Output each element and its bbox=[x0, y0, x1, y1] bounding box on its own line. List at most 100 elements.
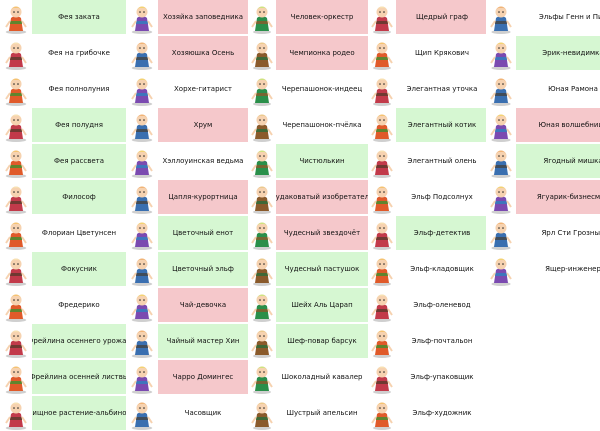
character-name: Хорхе-гитарист bbox=[158, 72, 248, 107]
character-name: Эльф-оленевод bbox=[396, 288, 488, 323]
character-cell[interactable]: Шустрый апельсин bbox=[248, 396, 368, 431]
character-cell[interactable]: Элегантная уточка bbox=[368, 72, 488, 107]
character-cell[interactable]: Чистюлькин bbox=[248, 144, 368, 179]
character-cell[interactable]: Эльф-художник bbox=[368, 396, 488, 431]
deer-icon bbox=[368, 144, 396, 179]
character-name: Фредерико bbox=[32, 288, 126, 323]
character-cell[interactable]: Черепашонок-индеец bbox=[248, 72, 368, 107]
character-cell[interactable]: Ярл Сти Грозный bbox=[486, 216, 600, 251]
character-icon bbox=[126, 0, 158, 35]
character-name: Шоколадный кавалер bbox=[276, 360, 368, 395]
character-cell[interactable]: Эльф-почтальон bbox=[368, 324, 488, 359]
character-cell[interactable]: Чемпионка родео bbox=[248, 36, 368, 71]
fairy-icon bbox=[0, 36, 32, 71]
character-cell[interactable]: Фея рассвета bbox=[0, 144, 126, 179]
character-cell[interactable]: Элегантный олень bbox=[368, 144, 488, 179]
character-cell[interactable]: Щип Крякович bbox=[368, 36, 488, 71]
character-name: Хэллоуинская ведьма bbox=[158, 144, 248, 179]
character-cell[interactable]: Чудесный звездочёт bbox=[248, 216, 368, 251]
character-name: Чудесный звездочёт bbox=[276, 216, 368, 251]
character-icon bbox=[0, 252, 32, 287]
character-cell[interactable]: Фредерико bbox=[0, 288, 126, 323]
character-name: Элегантный олень bbox=[396, 144, 488, 179]
character-cell[interactable]: Фея полнолуния bbox=[0, 72, 126, 107]
character-cell[interactable]: Флориан Цветунсен bbox=[0, 216, 126, 251]
character-icon bbox=[248, 144, 276, 179]
character-cell[interactable]: Часовщик bbox=[126, 396, 248, 431]
character-name: Хозяйка заповедника bbox=[158, 0, 248, 35]
character-cell[interactable]: Чудаковатый изобретатель bbox=[248, 180, 368, 215]
character-cell[interactable]: Чайный мастер Хин bbox=[126, 324, 248, 359]
catalog-column: Фея заката Фея на грибочке Фея полнолуни… bbox=[0, 0, 126, 431]
character-cell[interactable]: Эрик-невидимка bbox=[486, 36, 600, 71]
character-name: Фея заката bbox=[32, 0, 126, 35]
character-cell[interactable]: Фрейлина осенней листвы bbox=[0, 360, 126, 395]
character-cell[interactable]: Фея полудня bbox=[0, 108, 126, 143]
character-cell[interactable]: Ящер-инженер bbox=[486, 252, 600, 287]
character-cell[interactable]: Эльф-детектив bbox=[368, 216, 488, 251]
character-cell[interactable]: Хозяйка заповедника bbox=[126, 0, 248, 35]
character-name: Юная волшебница bbox=[516, 108, 600, 143]
character-cell[interactable]: Эльф-оленевод bbox=[368, 288, 488, 323]
character-cell[interactable]: Философ bbox=[0, 180, 126, 215]
elf-icon bbox=[126, 252, 158, 287]
character-name: Черепашонок-пчёлка bbox=[276, 108, 368, 143]
character-name: Ягодный мишка bbox=[516, 144, 600, 179]
character-cell[interactable]: Хозяюшка Осень bbox=[126, 36, 248, 71]
character-cell[interactable]: Цапля-курортница bbox=[126, 180, 248, 215]
character-name: Чарро Домингес bbox=[158, 360, 248, 395]
character-cell[interactable]: Чарро Домингес bbox=[126, 360, 248, 395]
character-name: Чудесный пастушок bbox=[276, 252, 368, 287]
character-cell[interactable]: Фрейлина осеннего урожая bbox=[0, 324, 126, 359]
character-cell[interactable]: Юная Рамона bbox=[486, 72, 600, 107]
character-icon bbox=[486, 108, 516, 143]
character-icon bbox=[248, 288, 276, 323]
character-name: Фея рассвета bbox=[32, 144, 126, 179]
character-cell[interactable]: Ягодный мишка bbox=[486, 144, 600, 179]
character-cell[interactable]: Юная волшебница bbox=[486, 108, 600, 143]
character-cell[interactable]: Фокусник bbox=[0, 252, 126, 287]
character-cell[interactable]: Элегантный котик bbox=[368, 108, 488, 143]
character-cell[interactable]: Шейх Аль Царап bbox=[248, 288, 368, 323]
character-name: Чистюлькин bbox=[276, 144, 368, 179]
character-cell[interactable]: Эльф-кладовщик bbox=[368, 252, 488, 287]
character-cell[interactable]: Хрум bbox=[126, 108, 248, 143]
character-cell[interactable]: Цветочный эльф bbox=[126, 252, 248, 287]
character-cell[interactable]: Эльф Подсолнух bbox=[368, 180, 488, 215]
turtle-icon bbox=[248, 72, 276, 107]
character-name: Элегантная уточка bbox=[396, 72, 488, 107]
character-icon bbox=[0, 216, 32, 251]
character-cell[interactable]: Эльфы Генн и Пин bbox=[486, 0, 600, 35]
character-cell[interactable]: Хищное растение-альбинос bbox=[0, 396, 126, 431]
elf-icon bbox=[368, 360, 396, 395]
character-cell[interactable]: Фея на грибочке bbox=[0, 36, 126, 71]
character-cell[interactable]: Человек-оркестр bbox=[248, 0, 368, 35]
character-name: Чайный мастер Хин bbox=[158, 324, 248, 359]
character-name: Чемпионка родео bbox=[276, 36, 368, 71]
character-icon bbox=[126, 324, 158, 359]
character-name: Чай-девочка bbox=[158, 288, 248, 323]
character-cell[interactable]: Цветочный енот bbox=[126, 216, 248, 251]
character-name: Фея на грибочке bbox=[32, 36, 126, 71]
character-cell[interactable]: Чай-девочка bbox=[126, 288, 248, 323]
character-cell[interactable]: Щедрый граф bbox=[368, 0, 488, 35]
character-name: Эльф-упаковщик bbox=[396, 360, 488, 395]
character-icon bbox=[248, 360, 276, 395]
character-icon bbox=[486, 36, 516, 71]
catalog-column: Хозяйка заповедника Хозяюшка Осень Хорхе… bbox=[126, 0, 248, 431]
character-icon bbox=[0, 360, 32, 395]
character-name: Ягуарик-бизнесмен bbox=[516, 180, 600, 215]
character-cell[interactable]: Шоколадный кавалер bbox=[248, 360, 368, 395]
character-cell[interactable]: Чудесный пастушок bbox=[248, 252, 368, 287]
character-icon bbox=[0, 180, 32, 215]
character-cell[interactable]: Эльф-упаковщик bbox=[368, 360, 488, 395]
character-cell[interactable]: Шеф-повар барсук bbox=[248, 324, 368, 359]
character-cell[interactable]: Хэллоуинская ведьма bbox=[126, 144, 248, 179]
character-icon bbox=[248, 0, 276, 35]
character-cell[interactable]: Черепашонок-пчёлка bbox=[248, 108, 368, 143]
character-cell[interactable]: Фея заката bbox=[0, 0, 126, 35]
character-name: Человек-оркестр bbox=[276, 0, 368, 35]
character-cell[interactable]: Ягуарик-бизнесмен bbox=[486, 180, 600, 215]
character-cell[interactable]: Хорхе-гитарист bbox=[126, 72, 248, 107]
animal-icon bbox=[126, 216, 158, 251]
